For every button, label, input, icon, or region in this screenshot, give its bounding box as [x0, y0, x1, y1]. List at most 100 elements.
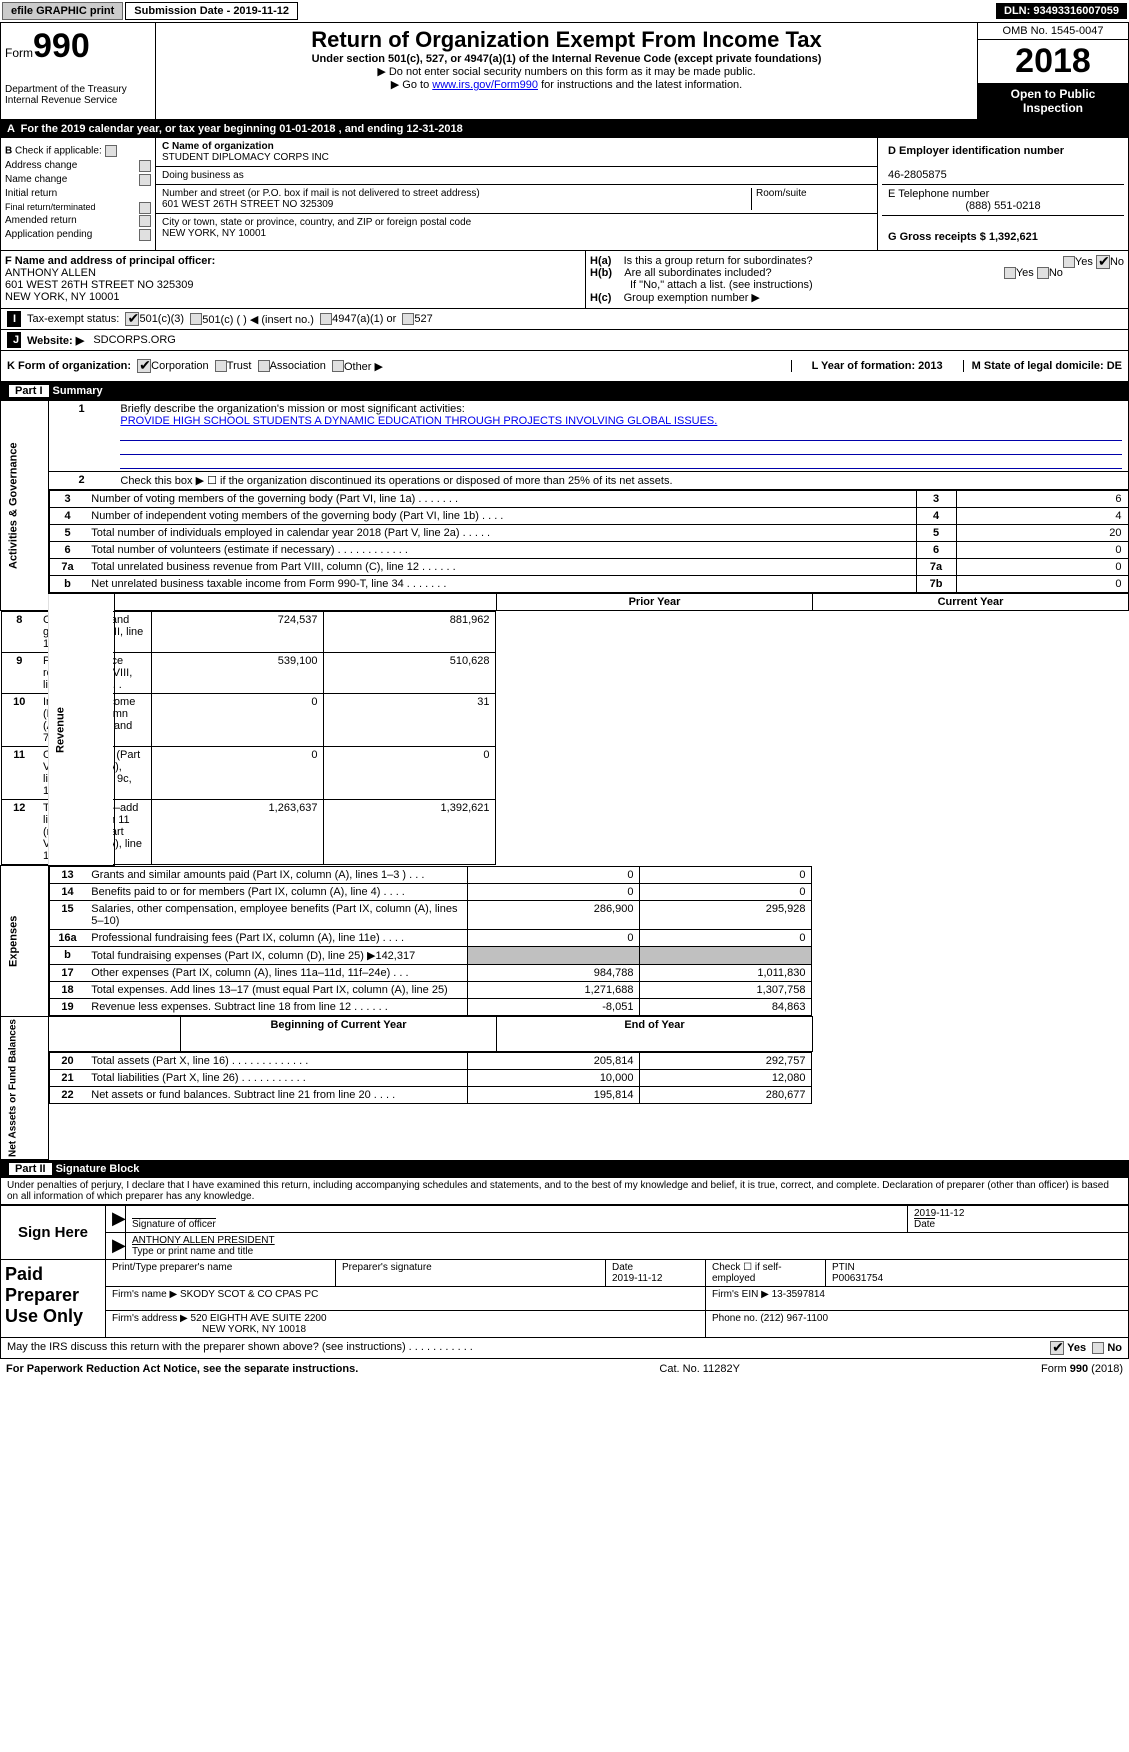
page-footer: For Paperwork Reduction Act Notice, see … [0, 1359, 1129, 1379]
line-num: 15 [49, 901, 85, 930]
checkbox[interactable] [1004, 267, 1016, 279]
prior-val: -8,051 [468, 999, 640, 1016]
line-num: 9 [1, 653, 37, 694]
self-employed-check[interactable]: Check ☐ if self-employed [706, 1260, 826, 1286]
line-val: 0 [956, 559, 1128, 576]
prior-val: 1,271,688 [468, 982, 640, 999]
checkbox[interactable] [139, 202, 151, 214]
dept-label: Department of the TreasuryInternal Reven… [5, 84, 151, 106]
line-num: 11 [1, 747, 37, 800]
checkbox-checked[interactable] [137, 359, 151, 373]
prior-val: 195,814 [468, 1086, 640, 1103]
officer-city: NEW YORK, NY 10001 [5, 291, 120, 303]
prep-date: 2019-11-12 [612, 1273, 662, 1284]
prior-val [468, 947, 640, 965]
footer-right: Form 990 (2018) [1041, 1363, 1123, 1375]
line-desc: Revenue less expenses. Subtract line 18 … [85, 999, 468, 1016]
checkbox[interactable] [139, 160, 151, 172]
line-box: 7b [916, 576, 956, 593]
current-val: 12,080 [640, 1069, 812, 1086]
firm-addr: 520 EIGHTH AVE SUITE 2200 [191, 1313, 327, 1324]
line-box: 5 [916, 525, 956, 542]
checkbox[interactable] [1063, 256, 1075, 268]
current-val: 1,011,830 [640, 965, 812, 982]
line-num: 18 [49, 982, 85, 999]
line-val: 0 [956, 542, 1128, 559]
line-num: 19 [49, 999, 85, 1016]
submission-date: Submission Date - 2019-11-12 [125, 2, 298, 20]
line-num: 21 [49, 1069, 85, 1086]
checkbox[interactable] [332, 360, 344, 372]
section-bcdeg: B Check if applicable: Address change Na… [0, 138, 1129, 251]
current-val: 0 [324, 747, 496, 800]
line-box: 4 [916, 508, 956, 525]
prior-val: 0 [152, 747, 324, 800]
line-num: b [49, 947, 85, 965]
boy-header: Beginning of Current Year [181, 1017, 497, 1052]
line-desc: Salaries, other compensation, employee b… [85, 901, 468, 930]
current-val: 0 [640, 884, 812, 901]
label-revenue: Revenue [48, 594, 114, 866]
checkbox[interactable] [139, 229, 151, 241]
line-num: 6 [49, 542, 85, 559]
omb-number: OMB No. 1545-0047 [978, 23, 1128, 40]
form-note2: ▶ Go to www.irs.gov/Form990 for instruct… [160, 78, 973, 91]
line-num: 14 [49, 884, 85, 901]
tax-year: 2018 [978, 40, 1128, 83]
line-box: 6 [916, 542, 956, 559]
prior-year-header: Prior Year [496, 594, 812, 611]
open-public: Open to Public Inspection [978, 83, 1128, 119]
current-val: 295,928 [640, 901, 812, 930]
checkbox[interactable] [320, 313, 332, 325]
hc-label: Group exemption number ▶ [624, 292, 760, 304]
form-number: 990 [33, 27, 90, 65]
checkbox-checked[interactable] [1050, 1341, 1064, 1355]
checkbox[interactable] [139, 174, 151, 186]
checkbox-checked[interactable] [1096, 255, 1110, 269]
prior-val: 0 [468, 884, 640, 901]
checkbox[interactable] [215, 360, 227, 372]
firm-addr2: NEW YORK, NY 10018 [112, 1324, 306, 1335]
state-domicile: M State of legal domicile: DE [972, 360, 1122, 372]
ein: 46-2805875 [888, 169, 947, 181]
form-subtitle: Under section 501(c), 527, or 4947(a)(1)… [160, 53, 973, 65]
phone: (888) 551-0218 [888, 200, 1118, 212]
checkbox[interactable] [258, 360, 270, 372]
checkbox[interactable] [402, 313, 414, 325]
irs-link[interactable]: www.irs.gov/Form990 [432, 79, 538, 91]
checkbox[interactable] [139, 215, 151, 227]
label-net-assets: Net Assets or Fund Balances [1, 1017, 49, 1160]
checkbox-checked[interactable] [125, 312, 139, 326]
current-val: 510,628 [324, 653, 496, 694]
mission-text: PROVIDE HIGH SCHOOL STUDENTS A DYNAMIC E… [120, 415, 717, 427]
row-tax-status: I Tax-exempt status: 501(c)(3) 501(c) ( … [0, 309, 1129, 330]
paid-preparer-section: Paid Preparer Use Only Print/Type prepar… [0, 1260, 1129, 1338]
firm-ein: 13-3597814 [772, 1289, 825, 1300]
room-suite: Room/suite [751, 188, 871, 210]
line-desc: Grants and similar amounts paid (Part IX… [85, 867, 468, 884]
line-desc: Total number of volunteers (estimate if … [85, 542, 916, 559]
line-num: 22 [49, 1086, 85, 1103]
dba: Doing business as [156, 167, 877, 185]
ptin: P00631754 [832, 1273, 883, 1284]
line-num: 8 [1, 612, 37, 653]
line-desc: Benefits paid to or for members (Part IX… [85, 884, 468, 901]
checkbox[interactable] [1092, 1342, 1104, 1354]
prior-val: 10,000 [468, 1069, 640, 1086]
line-desc: Net assets or fund balances. Subtract li… [85, 1086, 468, 1103]
checkbox[interactable] [190, 313, 202, 325]
org-name: STUDENT DIPLOMACY CORPS INC [162, 152, 329, 163]
line-val: 20 [956, 525, 1128, 542]
row-a: A For the 2019 calendar year, or tax yea… [0, 120, 1129, 138]
q2: Check this box ▶ ☐ if the organization d… [114, 472, 1128, 490]
line-num: 3 [49, 491, 85, 508]
prior-val: 0 [468, 867, 640, 884]
line-num: 10 [1, 694, 37, 747]
summary-table: Activities & Governance 1 Briefly descri… [0, 400, 1129, 1160]
line-val: 0 [956, 576, 1128, 593]
line-desc: Total number of individuals employed in … [85, 525, 916, 542]
checkbox[interactable] [1037, 267, 1049, 279]
checkbox[interactable] [105, 145, 117, 157]
line-desc: Other expenses (Part IX, column (A), lin… [85, 965, 468, 982]
year-formed: L Year of formation: 2013 [812, 360, 943, 372]
